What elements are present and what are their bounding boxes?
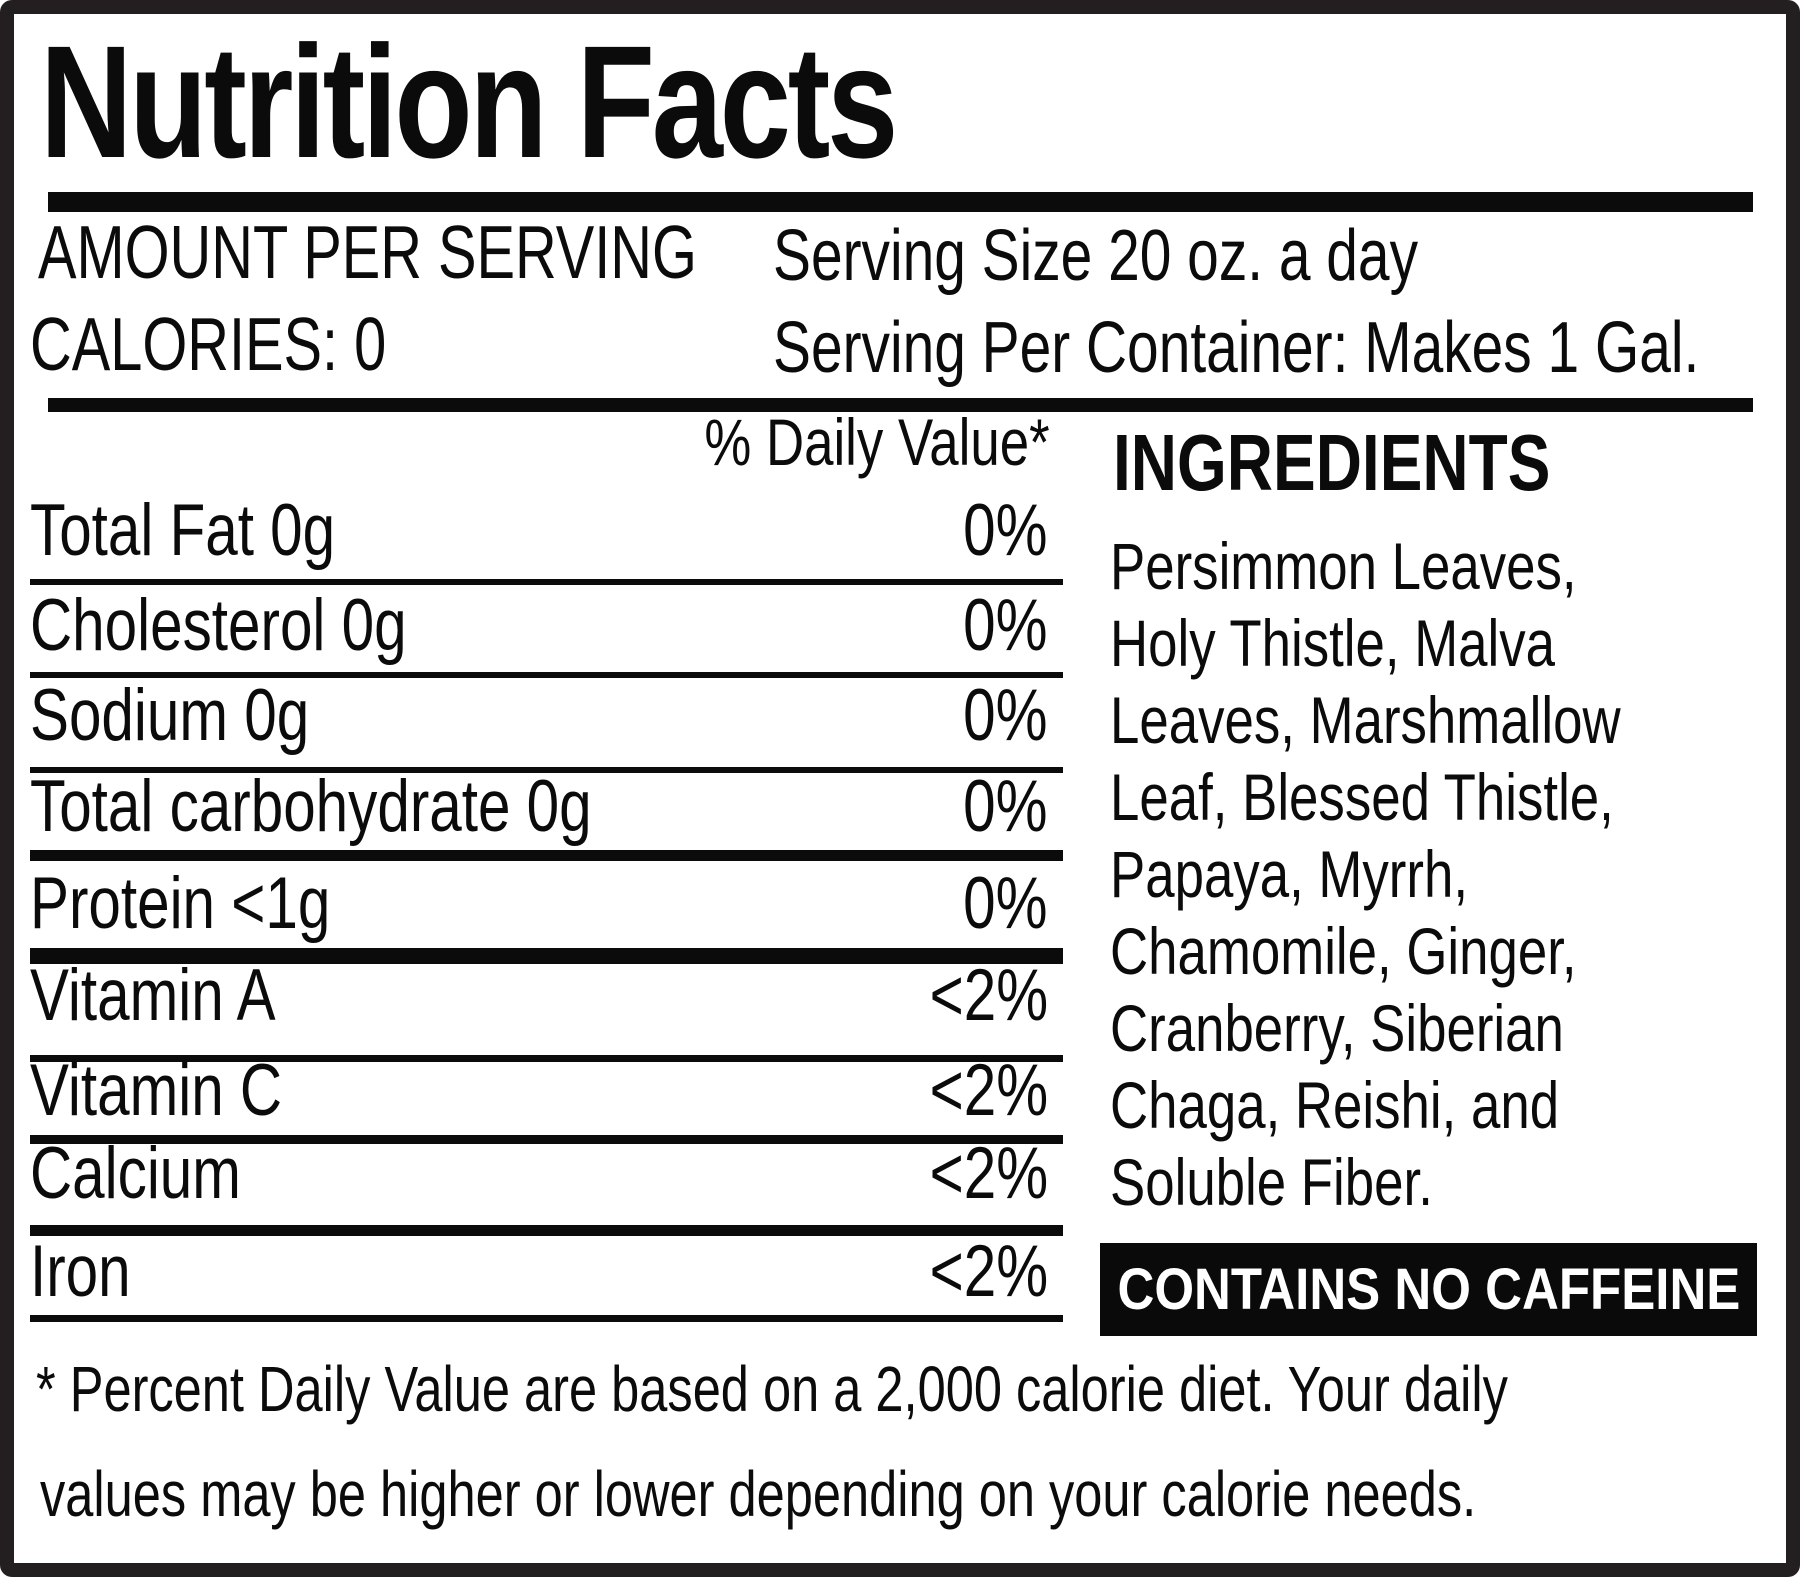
nutrient-name: Vitamin A	[30, 955, 276, 1036]
footnote-line-2: values may be higher or lower depending …	[40, 1458, 1477, 1530]
calories-label: CALORIES: 0	[30, 302, 387, 386]
nutrient-name: Protein <1g	[30, 863, 331, 944]
title-divider-bar	[48, 192, 1753, 212]
nutrient-name: Sodium 0g	[30, 675, 310, 756]
nutrient-value: 0%	[963, 675, 1048, 756]
row-divider	[30, 579, 1063, 585]
serving-per-container-label: Serving Per Container: Makes 1 Gal.	[773, 308, 1700, 388]
ingredients-line: Papaya, Myrrh,	[1110, 837, 1468, 911]
ingredients-line: Holy Thistle, Malva	[1110, 606, 1556, 680]
nutrient-name: Cholesterol 0g	[30, 585, 407, 666]
daily-value-header: % Daily Value*	[704, 405, 1050, 479]
ingredients-line: Chamomile, Ginger,	[1110, 914, 1577, 988]
footnote-line-1: * Percent Daily Value are based on a 2,0…	[36, 1353, 1508, 1425]
nutrient-value: <2%	[929, 1231, 1048, 1312]
nutrient-value: 0%	[963, 766, 1048, 847]
ingredients-heading: INGREDIENTS	[1113, 418, 1551, 507]
row-divider	[30, 672, 1063, 678]
serving-size-label: Serving Size 20 oz. a day	[773, 216, 1419, 296]
ingredients-line: Chaga, Reishi, and	[1110, 1068, 1560, 1142]
no-caffeine-badge-text: CONTAINS NO CAFFEINE	[1117, 1257, 1740, 1322]
amount-per-serving-label: AMOUNT PER SERVING	[38, 210, 697, 294]
no-caffeine-badge: CONTAINS NO CAFFEINE	[1100, 1243, 1757, 1336]
nutrient-value: 0%	[963, 863, 1048, 944]
label-title: Nutrition Facts	[40, 22, 1109, 182]
row-divider	[30, 767, 1063, 773]
nutrient-value: 0%	[963, 585, 1048, 666]
nutrient-name: Calcium	[30, 1133, 241, 1214]
nutrient-name: Vitamin C	[30, 1050, 283, 1131]
nutrient-name: Total carbohydrate 0g	[30, 766, 592, 847]
label-title-text: Nutrition Facts	[40, 12, 898, 191]
row-divider	[30, 1135, 1063, 1144]
section-divider-thick	[30, 948, 1063, 964]
ingredients-line: Persimmon Leaves,	[1110, 529, 1577, 603]
serving-divider-bar	[48, 398, 1753, 412]
ingredients-line: Leaves, Marshmallow	[1110, 683, 1621, 757]
nutrient-value: <2%	[929, 955, 1048, 1036]
row-divider	[30, 1055, 1063, 1062]
nutrient-value: <2%	[929, 1050, 1048, 1131]
row-divider	[30, 1225, 1063, 1236]
row-divider	[30, 1315, 1063, 1322]
nutrient-name: Iron	[30, 1231, 131, 1312]
ingredients-line: Soluble Fiber.	[1110, 1145, 1433, 1219]
ingredients-line: Cranberry, Siberian	[1110, 991, 1564, 1065]
nutrient-name: Total Fat 0g	[30, 490, 336, 571]
row-divider	[30, 850, 1063, 861]
nutrient-value: <2%	[929, 1133, 1048, 1214]
ingredients-list: Persimmon Leaves, Holy Thistle, Malva Le…	[1110, 528, 1748, 1221]
ingredients-line: Leaf, Blessed Thistle,	[1110, 760, 1614, 834]
nutrient-value: 0%	[963, 490, 1048, 571]
